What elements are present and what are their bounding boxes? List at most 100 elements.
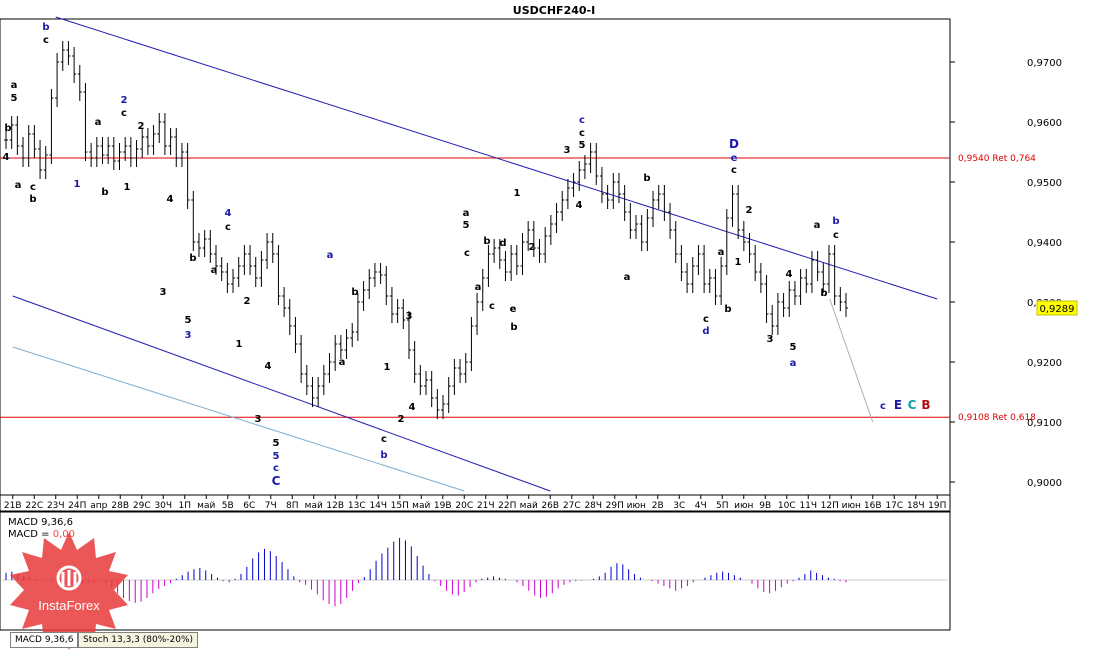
wave-label: 5 [273, 451, 280, 462]
time-tick-label: 8П [286, 501, 299, 511]
wave-label: b [42, 22, 49, 33]
wave-label: c [30, 182, 36, 193]
macd-panel-frame [0, 511, 951, 631]
time-tick-label: 1П [179, 501, 192, 511]
wave-label: a [15, 180, 22, 191]
time-tick-label: 27С [563, 501, 581, 511]
price-tick-label: 0,9200 [1027, 358, 1062, 369]
wave-label: a [11, 80, 18, 91]
wave-label: 3 [255, 414, 262, 425]
wave-label: e [510, 304, 517, 315]
wave-label: 3 [767, 334, 774, 345]
trend-line-channel-base [12, 346, 465, 492]
wave-label: a [95, 117, 102, 128]
macd-value-label: MACD = 0,00 [8, 529, 75, 540]
wave-label: b [189, 253, 196, 264]
level-label: 0,9108 Ret 0,618 [958, 413, 1036, 423]
wave-label: b [643, 173, 650, 184]
wave-label: a [463, 208, 470, 219]
wave-label: 3 [185, 330, 192, 341]
time-tick-label: 21Ч [477, 501, 495, 511]
wave-label: c [43, 35, 49, 46]
wave-label: c [579, 128, 585, 139]
wave-label: 1 [124, 182, 131, 193]
wave-label: b [380, 450, 387, 461]
wave-label: 4 [786, 269, 793, 280]
price-tick-label: 0,9000 [1027, 478, 1062, 489]
wave-label: D [729, 137, 739, 151]
time-tick-label: июн [842, 501, 861, 511]
time-tick-label: 11Ч [799, 501, 817, 511]
time-tick-label: 23Ч [47, 501, 65, 511]
wave-label: 5 [185, 315, 192, 326]
wave-label: 1 [514, 188, 521, 199]
wave-label: c [381, 434, 387, 445]
tab-stoch[interactable]: Stoch 13,3,3 (80%-20%) [78, 632, 199, 648]
wave-label: c [225, 222, 231, 233]
tab-macd[interactable]: MACD 9,36,6 [10, 632, 79, 648]
time-tick-label: 16В [864, 501, 882, 511]
wave-label: a [624, 272, 631, 283]
time-tick-label: 14Ч [369, 501, 387, 511]
wave-label: a [718, 247, 725, 258]
wave-label: 1 [735, 257, 742, 268]
wave-label: a [475, 282, 482, 293]
time-tick-label: 21В [4, 501, 22, 511]
instaforex-logo: InstaForex [8, 530, 130, 652]
wave-label: b [510, 322, 517, 333]
time-tick-label: 2В [652, 501, 664, 511]
wave-label: 5 [463, 220, 470, 231]
wave-label: B [921, 398, 930, 412]
wave-label: 1 [236, 339, 243, 350]
time-tick-label: 12П [821, 501, 839, 511]
price-tick-label: 0,9500 [1027, 178, 1062, 189]
wave-label: a [211, 265, 218, 276]
time-tick-label: 3С [673, 501, 685, 511]
wave-label: a [327, 250, 334, 261]
time-tick-label: 29С [133, 501, 151, 511]
time-tick-label: июн [734, 501, 753, 511]
wave-label: 2 [398, 414, 405, 425]
wave-label: E [894, 398, 902, 412]
time-tick-label: 20С [455, 501, 473, 511]
chart-title: USDCHF240-I [513, 4, 595, 17]
wave-label: 2 [138, 121, 145, 132]
wave-label: 2 [121, 95, 128, 106]
macd-value: 0,00 [53, 529, 75, 540]
time-tick-label: 12В [326, 501, 344, 511]
wave-label: 5 [273, 438, 280, 449]
time-tick-label: 10С [778, 501, 796, 511]
wave-label: 2 [746, 205, 753, 216]
time-tick-label: 22П [498, 501, 516, 511]
time-tick-label: 15П [391, 501, 409, 511]
time-tick-label: 5П [716, 501, 729, 511]
wave-label: b [724, 304, 731, 315]
wave-label: c [464, 248, 470, 259]
wave-label: 2 [244, 296, 251, 307]
time-tick-label: 28В [111, 501, 129, 511]
wave-label: 5 [11, 93, 18, 104]
wave-label: d [499, 238, 506, 249]
time-tick-label: 13С [348, 501, 366, 511]
wave-label: a [814, 220, 821, 231]
time-axis-strip [0, 494, 951, 512]
wave-label: d [702, 326, 709, 337]
wave-label: 4 [225, 208, 232, 219]
time-tick-label: 4Ч [695, 501, 707, 511]
wave-label: C [272, 474, 281, 488]
time-tick-label: 29П [606, 501, 624, 511]
time-tick-label: 30Ч [154, 501, 172, 511]
watermark-text: InstaForex [38, 598, 100, 613]
wave-label: 4 [167, 194, 174, 205]
time-tick-label: апр [90, 501, 107, 511]
wave-label: b [351, 287, 358, 298]
trend-line-channel-lower [12, 295, 551, 492]
wave-label: 1 [74, 179, 81, 190]
wave-label: a [790, 358, 797, 369]
level-label: 0,9540 Ret 0,764 [958, 154, 1036, 164]
time-tick-label: 6С [243, 501, 255, 511]
time-tick-label: 18Ч [907, 501, 925, 511]
time-tick-label: 24П [68, 501, 86, 511]
price-tick-label: 0,9100 [1027, 418, 1062, 429]
